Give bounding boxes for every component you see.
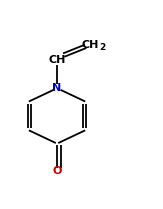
Text: 2: 2 xyxy=(100,43,106,52)
Text: O: O xyxy=(52,166,62,176)
Text: N: N xyxy=(52,83,62,93)
Text: CH: CH xyxy=(82,40,99,50)
Text: CH: CH xyxy=(48,55,66,65)
